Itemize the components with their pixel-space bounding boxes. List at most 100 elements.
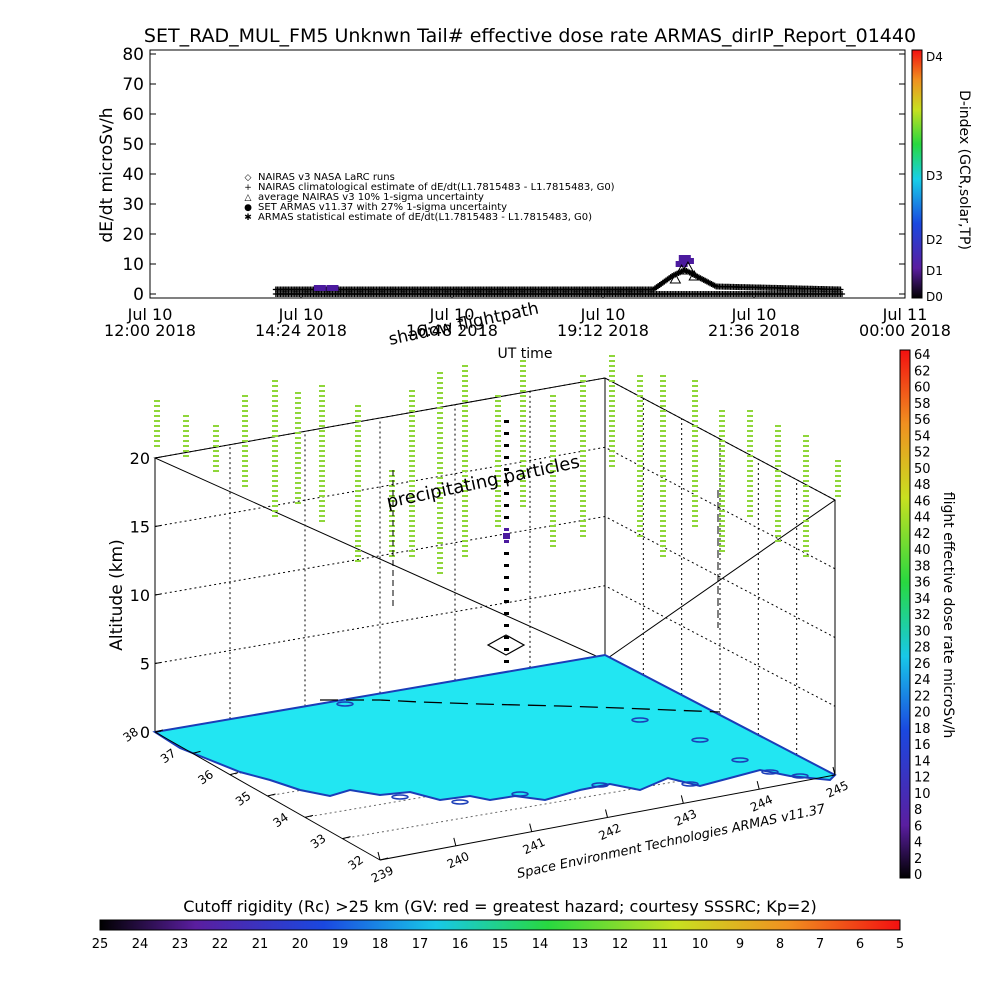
flight-dose-marker <box>660 425 666 427</box>
flight-dose-marker <box>609 385 615 387</box>
flight-dose-marker <box>495 475 501 477</box>
flight-dose-marker <box>213 470 219 472</box>
flight-dose-marker <box>437 392 443 394</box>
flight-dose-marker <box>409 500 415 502</box>
flight-dose-marker <box>550 480 556 482</box>
flight-dose-marker <box>747 490 753 492</box>
dose-tick-label: 62 <box>914 364 931 379</box>
armas-stack-marker <box>504 444 509 447</box>
flight-dose-marker <box>272 495 278 497</box>
flight-dose-marker <box>803 545 809 547</box>
flight-dose-marker <box>580 520 586 522</box>
flight-dose-marker <box>462 550 468 552</box>
flight-dose-marker <box>550 490 556 492</box>
flight-dose-marker <box>692 380 698 382</box>
flight-dose-marker <box>272 385 278 387</box>
flight-dose-marker <box>242 480 248 482</box>
flight-dose-marker <box>495 515 501 517</box>
top-x-tick-line2: 21:36 2018 <box>708 321 800 340</box>
flight-dose-marker <box>437 402 443 404</box>
flight-dose-marker <box>495 525 501 527</box>
flight-dose-marker <box>550 465 556 467</box>
flight-dose-marker <box>609 465 615 467</box>
flight-dose-marker <box>660 470 666 472</box>
flight-dose-marker <box>520 465 526 467</box>
flight-dose-marker <box>692 485 698 487</box>
flight-dose-marker <box>272 455 278 457</box>
flight-dose-marker <box>719 505 725 507</box>
flight-dose-marker <box>520 415 526 417</box>
flight-dose-marker <box>803 515 809 517</box>
flight-dose-marker <box>319 395 325 397</box>
flight-dose-marker <box>319 480 325 482</box>
flight-dose-marker <box>389 485 395 487</box>
flight-dose-marker <box>835 465 841 467</box>
flight-dose-marker <box>520 375 526 377</box>
altitude-tick <box>154 525 162 527</box>
cutoff-tick-label: 10 <box>692 937 709 952</box>
flight-dose-marker <box>747 515 753 517</box>
flight-dose-marker <box>319 460 325 462</box>
flight-dose-marker <box>803 480 809 482</box>
flight-dose-marker <box>389 495 395 497</box>
flight-dose-marker <box>660 480 666 482</box>
flight-dose-columns <box>154 355 841 628</box>
flight-dose-marker <box>719 515 725 517</box>
flight-dose-marker <box>580 495 586 497</box>
flight-dose-marker <box>154 440 160 442</box>
dose-tick-label: 44 <box>914 511 931 526</box>
flight-dose-marker <box>462 490 468 492</box>
altitude-tick-label: 5 <box>140 655 150 674</box>
flight-dose-marker <box>637 475 643 477</box>
y-tick-label: 243 <box>672 807 699 829</box>
flight-dose-marker <box>660 375 666 377</box>
flight-dose-marker <box>637 415 643 417</box>
flight-dose-marker <box>550 400 556 402</box>
flight-dose-marker <box>775 460 781 462</box>
flight-dose-marker <box>183 415 189 417</box>
flight-dose-marker <box>242 440 248 442</box>
flight-dose-marker <box>609 445 615 447</box>
flight-dose-marker <box>319 430 325 432</box>
flight-dose-marker <box>637 410 643 412</box>
flight-dose-marker <box>242 395 248 397</box>
flight-dose-marker <box>719 450 725 452</box>
flight-dose-marker <box>462 480 468 482</box>
d-index-tick-label: D3 <box>926 169 943 183</box>
flight-dose-marker <box>719 465 725 467</box>
flight-dose-marker <box>637 405 643 407</box>
flight-dose-marker <box>692 465 698 467</box>
flight-dose-marker <box>154 430 160 432</box>
flight-dose-marker <box>747 455 753 457</box>
flight-dose-marker <box>692 400 698 402</box>
flight-dose-marker <box>295 407 301 409</box>
top-x-tick-line1: Jul 10 <box>580 305 626 324</box>
flight-dose-marker <box>389 530 395 532</box>
flight-dose-marker <box>719 445 725 447</box>
flight-dose-marker <box>775 505 781 507</box>
flight-dose-marker <box>747 410 753 412</box>
flight-dose-marker <box>355 500 361 502</box>
y-tick <box>756 781 760 790</box>
flight-dose-marker <box>242 410 248 412</box>
flight-dose-marker <box>319 500 325 502</box>
flight-dose-marker <box>389 525 395 527</box>
flight-dose-marker <box>295 422 301 424</box>
flight-dose-marker <box>154 410 160 412</box>
flight-dose-marker <box>462 530 468 532</box>
flight-dose-marker <box>719 410 725 412</box>
x-tick-label: 36 <box>195 767 216 787</box>
flight-dose-marker <box>520 370 526 372</box>
flight-dose-marker <box>355 460 361 462</box>
flight-dose-marker <box>637 420 643 422</box>
flight-dose-marker <box>550 455 556 457</box>
flight-dose-marker <box>437 557 443 559</box>
flight-dose-marker <box>495 420 501 422</box>
shadow-flightpath-line <box>320 699 721 713</box>
flight-dose-marker <box>295 502 301 504</box>
flight-dose-marker <box>355 495 361 497</box>
flight-dose-marker <box>775 475 781 477</box>
armas-stack-marker <box>504 600 509 603</box>
flight-dose-marker <box>272 415 278 417</box>
flight-dose-marker <box>495 430 501 432</box>
